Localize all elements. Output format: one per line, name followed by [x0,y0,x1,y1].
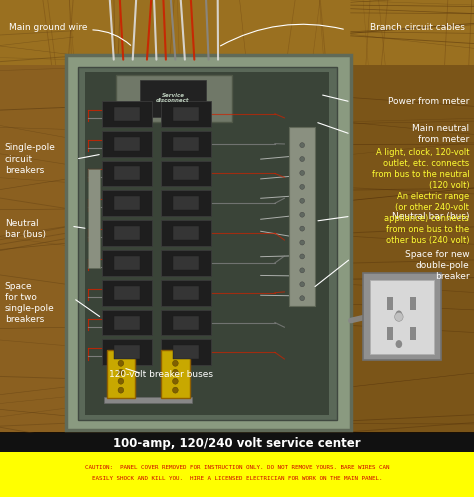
Circle shape [118,360,124,366]
Bar [161,220,211,246]
Bar [88,169,100,268]
Circle shape [300,212,304,217]
Bar [173,107,199,121]
Bar [0,0,474,65]
Bar [102,190,152,216]
Ellipse shape [395,340,402,348]
Circle shape [300,282,304,287]
Bar [114,166,140,180]
Circle shape [300,254,304,259]
Text: Main neutral
from meter: Main neutral from meter [412,124,469,144]
Bar [173,196,199,210]
Bar [161,350,190,398]
Bar [410,297,416,310]
Bar [114,256,140,270]
Bar [102,339,152,365]
Text: Single-pole
circuit
breakers: Single-pole circuit breakers [5,144,55,174]
Bar [140,80,206,117]
Bar [161,280,211,306]
Text: Space for new
double-pole
breaker: Space for new double-pole breaker [405,250,469,281]
Text: Neutral bar (bus): Neutral bar (bus) [392,212,469,221]
Bar [173,166,199,180]
Bar [161,339,211,365]
Bar [0,433,474,453]
Bar [114,226,140,240]
Circle shape [173,378,178,384]
Bar [161,101,211,127]
Bar [173,226,199,240]
Bar [102,310,152,335]
Bar [0,0,73,432]
Bar [102,161,152,186]
Bar [116,75,232,122]
Ellipse shape [395,311,402,319]
Bar [173,345,199,359]
Bar [161,250,211,276]
Circle shape [300,226,304,231]
Bar [114,107,140,121]
Bar [102,280,152,306]
Bar [102,101,152,127]
Circle shape [118,369,124,375]
Bar [173,316,199,330]
Bar [161,190,211,216]
Bar [0,452,474,497]
Text: Branch circuit cables: Branch circuit cables [370,23,465,32]
Text: Space
for two
single-pole
breakers: Space for two single-pole breakers [5,282,55,325]
Text: An electric range
(or other 240-volt
appliance) connects
from one bus to the
oth: An electric range (or other 240-volt app… [384,192,469,246]
Circle shape [118,378,124,384]
Circle shape [300,157,304,162]
Bar [387,297,393,310]
Circle shape [394,313,403,322]
Bar [114,316,140,330]
Bar [173,137,199,151]
Bar [66,55,351,430]
Bar [351,0,474,432]
Text: EASILY SHOCK AND KILL YOU.  HIRE A LICENSED ELECTRICIAN FOR WORK ON THE MAIN PAN: EASILY SHOCK AND KILL YOU. HIRE A LICENS… [92,476,382,481]
Bar [370,280,434,354]
Circle shape [300,296,304,301]
Bar [289,127,315,306]
Bar [387,327,393,339]
Bar [102,131,152,157]
Bar [161,131,211,157]
Bar [107,350,135,398]
Circle shape [173,360,178,366]
Circle shape [173,369,178,375]
Circle shape [300,240,304,245]
Bar [102,220,152,246]
Circle shape [300,143,304,148]
Bar [102,250,152,276]
Text: CAUTION:  PANEL COVER REMOVED FOR INSTRUCTION ONLY. DO NOT REMOVE YOURS. BARE WI: CAUTION: PANEL COVER REMOVED FOR INSTRUC… [85,465,389,470]
Bar [173,256,199,270]
Circle shape [300,268,304,273]
Circle shape [173,387,178,393]
Text: Service
disconnect: Service disconnect [156,92,190,103]
Text: Neutral
bar (bus): Neutral bar (bus) [5,219,46,239]
Bar [114,286,140,300]
Text: Power from meter: Power from meter [388,97,469,106]
Bar [363,273,441,360]
Circle shape [300,198,304,203]
Bar [410,327,416,339]
Bar [104,397,192,403]
Bar [161,310,211,335]
Bar [114,137,140,151]
Text: Main ground wire: Main ground wire [9,23,88,32]
Text: A light, clock, 120-volt
outlet, etc. connects
from bus to the neutral
(120 volt: A light, clock, 120-volt outlet, etc. co… [372,148,469,190]
Bar [78,67,337,420]
Bar [173,286,199,300]
Circle shape [118,387,124,393]
Circle shape [300,184,304,189]
Bar [114,196,140,210]
Text: 100-amp, 120/240 volt service center: 100-amp, 120/240 volt service center [113,437,361,450]
Bar [85,72,329,415]
Text: 120-volt breaker buses: 120-volt breaker buses [109,370,213,379]
Bar [161,161,211,186]
Circle shape [300,170,304,175]
Bar [114,345,140,359]
